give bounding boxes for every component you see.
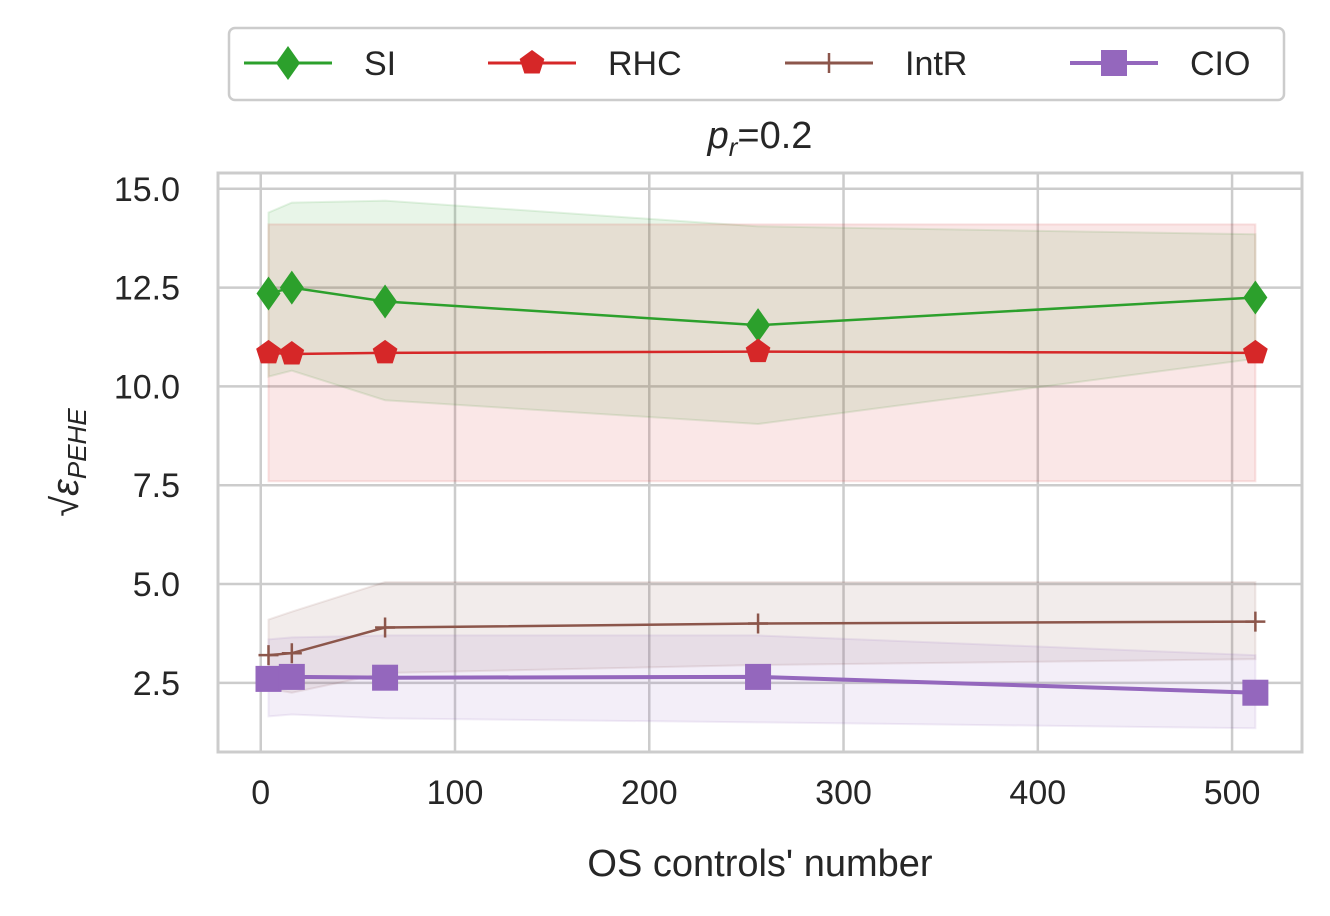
point-cio bbox=[745, 663, 772, 690]
y-tick-label: 2.5 bbox=[133, 665, 180, 703]
x-tick-label: 100 bbox=[427, 774, 484, 812]
x-tick-label: 0 bbox=[251, 774, 270, 812]
point-intr bbox=[258, 645, 279, 666]
point-intr bbox=[748, 613, 769, 634]
point-si bbox=[1243, 280, 1268, 315]
legend-box bbox=[227, 26, 1286, 102]
y-tick-label: 7.5 bbox=[133, 467, 180, 505]
legend-entry-cio: CIO bbox=[1070, 45, 1250, 83]
point-si bbox=[256, 276, 281, 311]
legend-marker-rhc bbox=[519, 50, 545, 74]
point-rhc bbox=[1243, 339, 1268, 364]
point-rhc bbox=[372, 339, 398, 364]
band-intr bbox=[267, 581, 1257, 694]
y-axis-subscript: PEHE bbox=[62, 408, 92, 479]
legend-marker-si bbox=[276, 46, 300, 80]
y-axis-radical: √ bbox=[45, 496, 87, 517]
point-si bbox=[746, 308, 771, 343]
point-rhc bbox=[279, 341, 305, 365]
point-rhc bbox=[745, 338, 771, 363]
legend-entry-si: SI bbox=[244, 45, 396, 83]
series-markers bbox=[255, 270, 1269, 706]
legend-label-rhc: RHC bbox=[608, 45, 682, 83]
legend-label-intr: IntR bbox=[905, 45, 967, 83]
point-intr bbox=[375, 617, 396, 638]
point-cio bbox=[1242, 679, 1269, 706]
point-cio bbox=[372, 664, 399, 691]
legend-marker-cio bbox=[1101, 50, 1127, 76]
title-subscript: r bbox=[729, 132, 739, 162]
title-value: =0.2 bbox=[737, 115, 812, 157]
y-axis-symbol: ε bbox=[45, 478, 87, 496]
point-cio bbox=[255, 665, 282, 692]
point-si bbox=[279, 270, 304, 305]
x-tick-label: 500 bbox=[1204, 774, 1261, 812]
x-tick-label: 400 bbox=[1009, 774, 1066, 812]
tick-labels: 0 100 200 300 400 500 2.5 5.0 7.5 10.0 12.5 15.0 bbox=[114, 171, 1261, 812]
y-tick-label: 10.0 bbox=[114, 368, 180, 406]
grid-lines bbox=[218, 173, 1302, 752]
point-si bbox=[373, 284, 398, 319]
point-rhc bbox=[256, 339, 281, 364]
confidence-bands bbox=[267, 199, 1257, 730]
legend-entry-rhc: RHC bbox=[488, 45, 682, 83]
chart-title: pr=0.2 bbox=[707, 115, 813, 162]
y-tick-label: 15.0 bbox=[114, 171, 180, 209]
y-axis-label-text: √εPEHE bbox=[45, 408, 92, 517]
point-intr bbox=[1245, 611, 1266, 632]
legend-entry-intr: IntR bbox=[785, 45, 967, 83]
y-axis-label: √εPEHE bbox=[45, 408, 92, 517]
x-axis-label: OS controls' number bbox=[587, 843, 933, 885]
legend-marker-intr bbox=[819, 53, 839, 73]
x-tick-label: 300 bbox=[815, 774, 872, 812]
legend-label-cio: CIO bbox=[1190, 45, 1250, 83]
legend: SI RHC IntR CIO bbox=[227, 26, 1286, 102]
plot-frame bbox=[216, 171, 1304, 754]
x-tick-label: 200 bbox=[621, 774, 678, 812]
title-variable: p bbox=[707, 115, 729, 157]
y-tick-label: 5.0 bbox=[133, 566, 180, 604]
legend-label-si: SI bbox=[364, 45, 396, 83]
point-intr bbox=[281, 643, 302, 664]
point-cio bbox=[278, 663, 305, 690]
y-tick-label: 12.5 bbox=[114, 270, 180, 308]
